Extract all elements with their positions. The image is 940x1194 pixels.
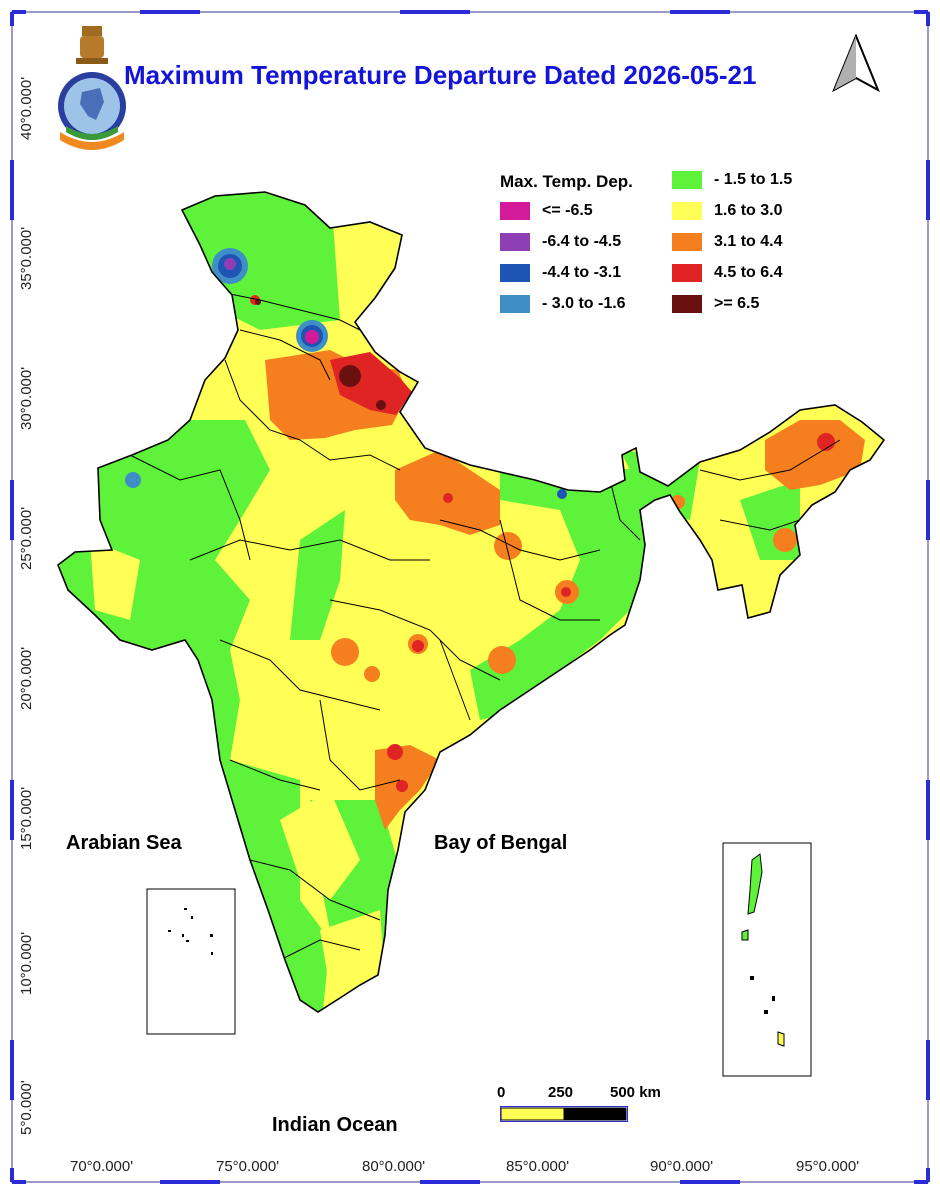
legend-swatch <box>672 171 702 189</box>
legend-item: >= 6.5 <box>672 294 759 314</box>
latitude-tick-label: 35°0.000' <box>18 226 35 290</box>
legend-swatch <box>672 295 702 313</box>
legend-swatch <box>500 233 530 251</box>
legend-item: -4.4 to -3.1 <box>500 263 621 283</box>
latitude-tick-label: 40°0.000' <box>18 76 35 140</box>
legend-item: 1.6 to 3.0 <box>672 201 782 221</box>
legend-label: -4.4 to -3.1 <box>542 264 622 281</box>
legend-label: <= -6.5 <box>542 202 593 219</box>
legend-swatch <box>500 264 530 282</box>
scale-label-250: 250 <box>548 1084 574 1101</box>
legend-label: - 3.0 to -1.6 <box>542 295 626 312</box>
scale-label-0: 0 <box>497 1084 506 1101</box>
latitude-tick-label: 15°0.000' <box>18 786 35 850</box>
legend-label: 4.5 to 6.4 <box>714 264 783 281</box>
legend-title: Max. Temp. Dep. <box>500 172 633 191</box>
map-title: Maximum Temperature Departure Dated 2026… <box>124 60 757 90</box>
longitude-tick-label: 95°0.000' <box>796 1158 860 1175</box>
label-indian-ocean: Indian Ocean <box>272 1114 398 1136</box>
label-bay-of-bengal: Bay of Bengal <box>434 832 568 854</box>
legend-item: 4.5 to 6.4 <box>672 263 782 283</box>
north-arrow-icon <box>832 34 880 92</box>
latitude-tick-label: 5°0.000' <box>18 1080 35 1135</box>
scale-label-500: 500 km <box>610 1084 661 1101</box>
legend-label: >= 6.5 <box>714 295 760 312</box>
latitude-tick-label: 10°0.000' <box>18 931 35 995</box>
department-emblem-logo <box>58 26 126 150</box>
legend-swatch <box>500 295 530 313</box>
legend-swatch <box>672 264 702 282</box>
legend-label: -6.4 to -4.5 <box>542 233 622 250</box>
legend-swatch <box>672 202 702 220</box>
latitude-tick-label: 25°0.000' <box>18 506 35 570</box>
latitude-tick-label: 20°0.000' <box>18 646 35 710</box>
legend-label: - 1.5 to 1.5 <box>714 171 793 188</box>
legend-label: 1.6 to 3.0 <box>714 202 783 219</box>
lakshadweep-inset <box>146 888 236 1035</box>
legend-item: 3.1 to 4.4 <box>672 232 782 252</box>
legend-label: 3.1 to 4.4 <box>714 233 783 250</box>
longitude-tick-label: 85°0.000' <box>506 1158 570 1175</box>
longitude-tick-label: 75°0.000' <box>216 1158 280 1175</box>
longitude-tick-label: 90°0.000' <box>650 1158 714 1175</box>
legend-item: - 3.0 to -1.6 <box>500 294 626 314</box>
scale-bar <box>500 1106 628 1122</box>
legend-item: - 1.5 to 1.5 <box>672 170 792 190</box>
label-arabian-sea: Arabian Sea <box>66 832 182 854</box>
legend-item: -6.4 to -4.5 <box>500 232 621 252</box>
legend-item: <= -6.5 <box>500 201 593 221</box>
longitude-tick-label: 80°0.000' <box>362 1158 426 1175</box>
andaman-nicobar-inset <box>722 842 812 1077</box>
legend-swatch <box>500 202 530 220</box>
legend-swatch <box>672 233 702 251</box>
latitude-tick-label: 30°0.000' <box>18 366 35 430</box>
longitude-tick-label: 70°0.000' <box>70 1158 134 1175</box>
